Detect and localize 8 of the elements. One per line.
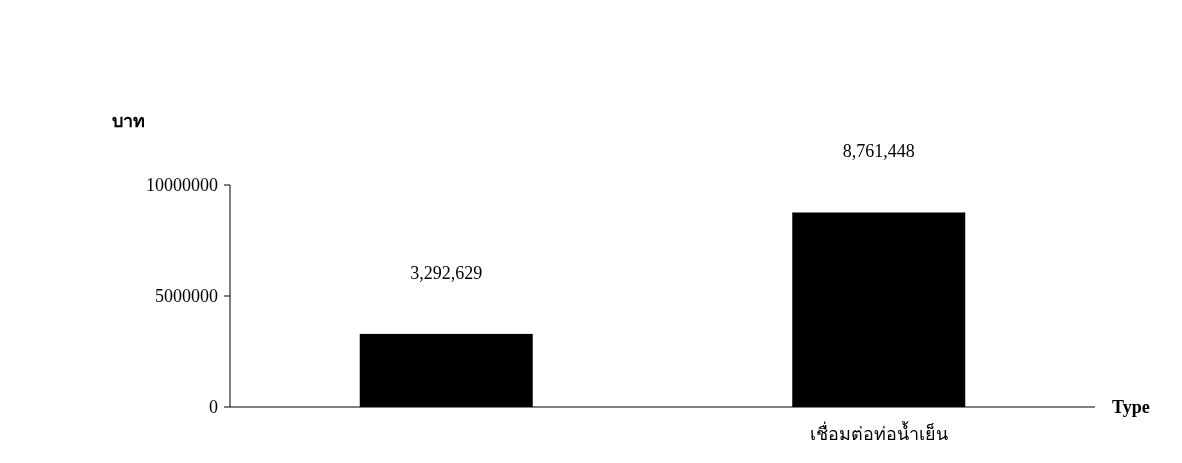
x-axis-title: Type xyxy=(1112,397,1150,417)
y-tick-label: 5000000 xyxy=(155,286,218,306)
y-tick-label: 10000000 xyxy=(146,175,218,195)
y-axis-title: บาท xyxy=(112,111,145,131)
y-tick-label: 0 xyxy=(209,397,218,417)
data-label: 3,292,629 xyxy=(410,262,483,283)
x-tick-label: เชื่อมต่อท่อน้ำเย็น xyxy=(809,421,948,444)
data-label: 8,761,448 xyxy=(842,141,915,162)
